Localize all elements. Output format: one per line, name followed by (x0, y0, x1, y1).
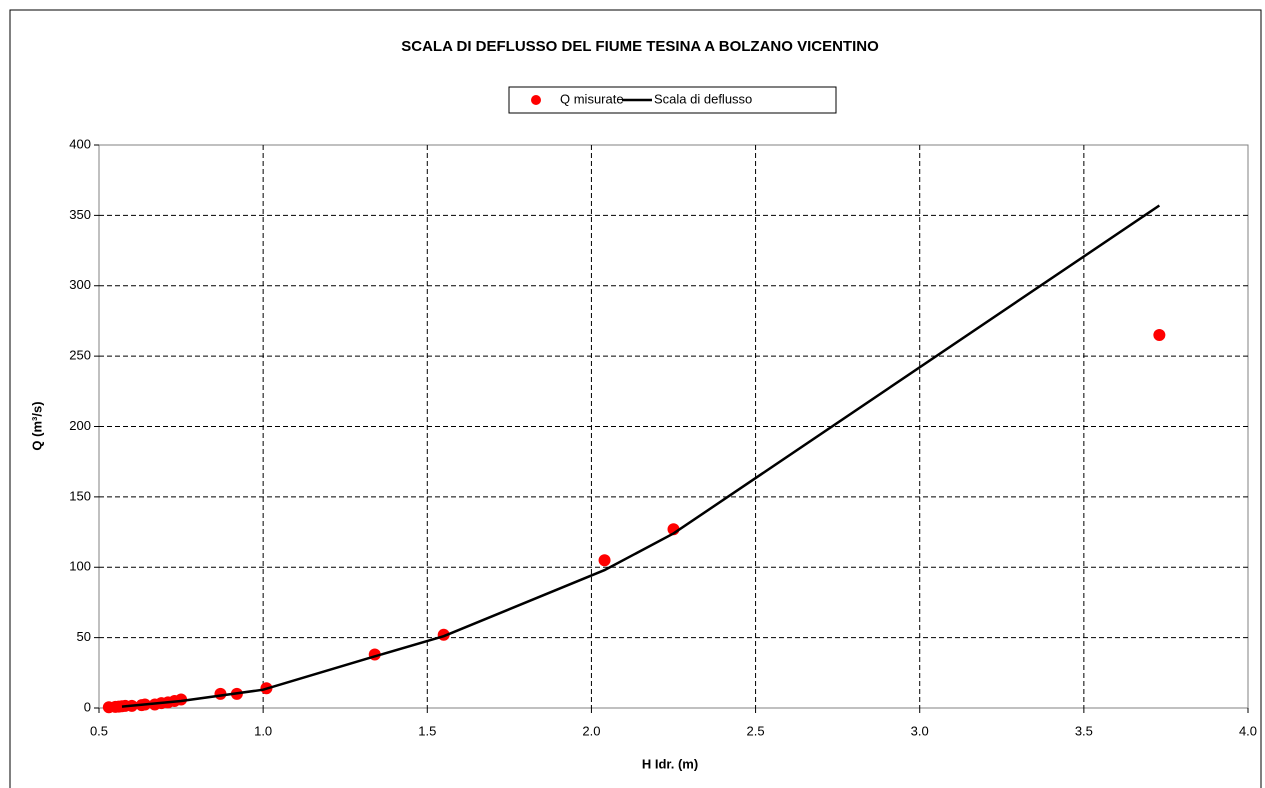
legend-label: Q misurate (560, 91, 624, 106)
legend-label: Scala di deflusso (654, 91, 752, 106)
x-tick-label: 2.5 (747, 723, 765, 738)
data-point (598, 554, 611, 567)
y-axis-title: Q (m³/s) (29, 401, 44, 450)
plot-area (98, 144, 1249, 709)
y-tick-label: 350 (69, 207, 91, 222)
legend-box (508, 86, 837, 114)
x-tick-label: 4.0 (1239, 723, 1257, 738)
x-tick-label: 3.0 (911, 723, 929, 738)
data-point (1153, 329, 1166, 342)
data-point (175, 693, 188, 706)
x-tick-label: 1.5 (418, 723, 436, 738)
y-tick-label: 250 (69, 348, 91, 363)
x-tick-label: 3.5 (1075, 723, 1093, 738)
y-tick-label: 0 (84, 699, 91, 714)
y-tick-label: 400 (69, 136, 91, 151)
y-tick-label: 300 (69, 277, 91, 292)
x-tick-label: 1.0 (254, 723, 272, 738)
x-tick-label: 0.5 (90, 723, 108, 738)
x-axis-title: H Idr. (m) (642, 756, 698, 771)
y-tick-label: 150 (69, 488, 91, 503)
legend-marker (531, 95, 541, 105)
x-tick-label: 2.0 (582, 723, 600, 738)
y-tick-label: 100 (69, 559, 91, 574)
y-tick-label: 200 (69, 418, 91, 433)
chart-title: SCALA DI DEFLUSSO DEL FIUME TESINA A BOL… (401, 38, 879, 55)
y-tick-label: 50 (77, 629, 91, 644)
data-line (121, 204, 1161, 708)
